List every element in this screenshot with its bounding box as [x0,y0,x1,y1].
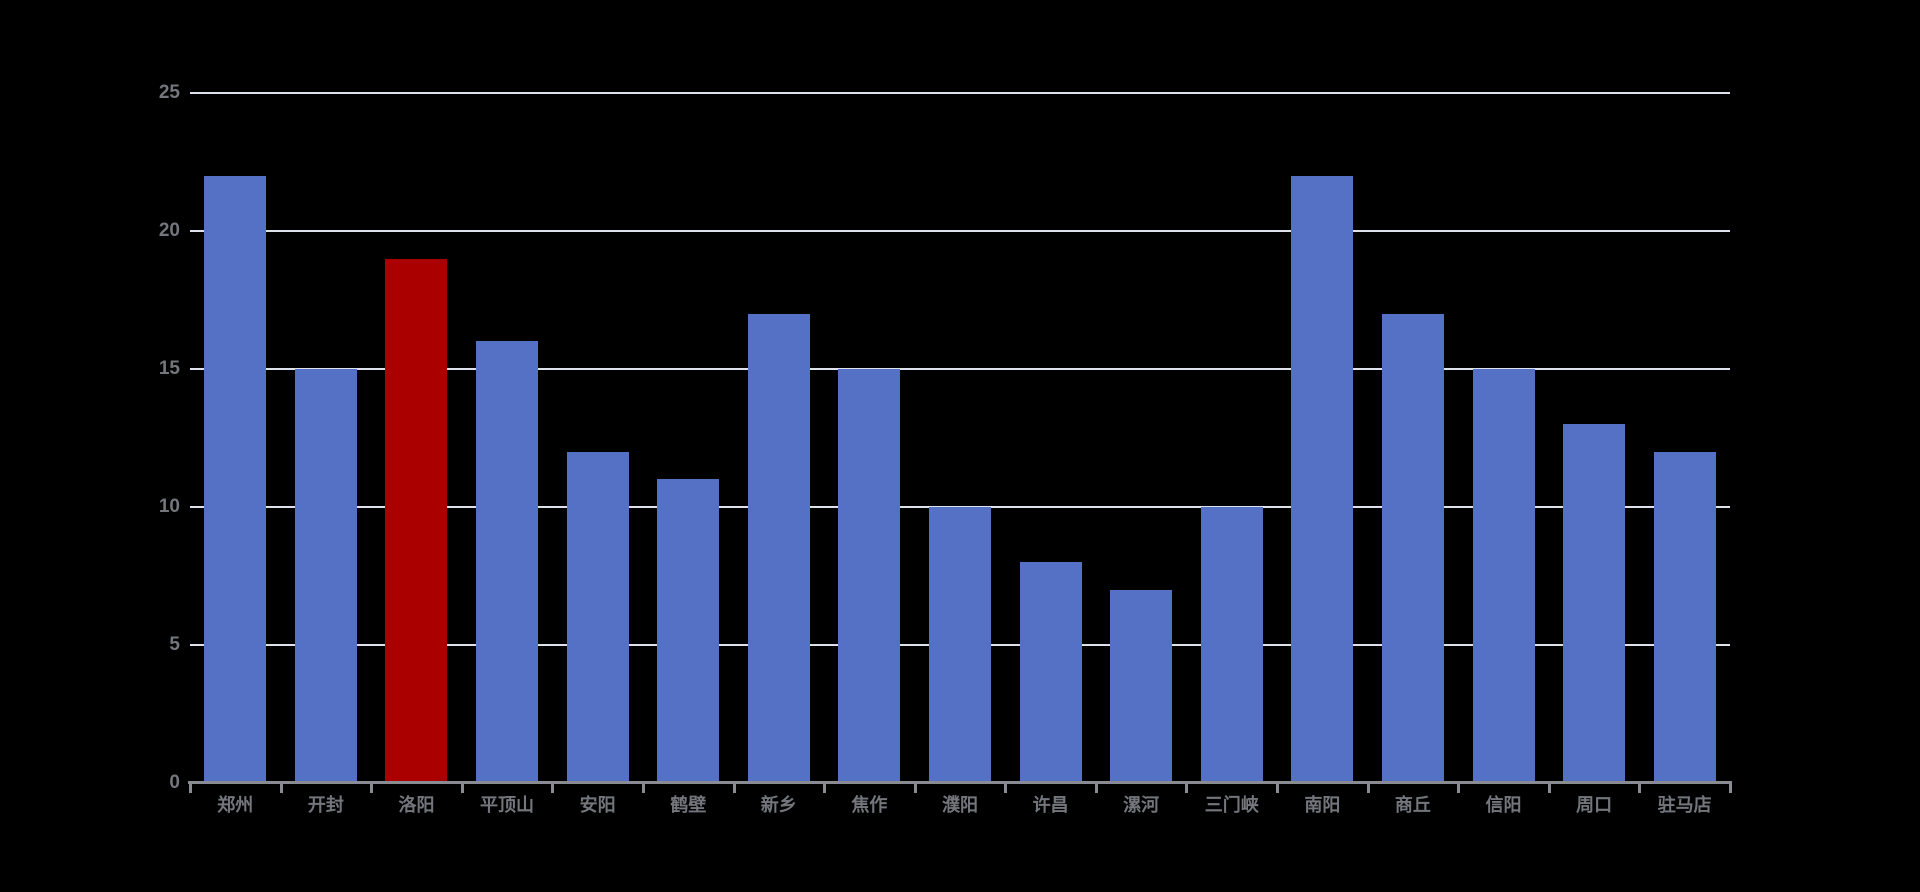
y-axis-label: 10 [158,496,180,517]
x-axis-tick [1185,784,1189,793]
bar [657,479,720,783]
x-axis-label: 新乡 [760,795,797,815]
x-axis-tick [460,784,464,793]
x-axis-tick [1729,784,1732,793]
x-axis-tick [1094,784,1098,793]
x-axis-label: 信阳 [1485,795,1522,815]
bar [294,369,357,783]
x-axis-tick [370,784,374,793]
bar [838,369,901,783]
x-axis-label: 三门峡 [1204,795,1259,815]
x-axis-label: 开封 [307,795,344,815]
x-axis-tick [1004,784,1008,793]
bar [204,175,267,783]
x-axis-tick [1366,784,1370,793]
x-axis-label: 南阳 [1304,795,1341,815]
x-axis-tick [913,784,917,793]
bar-highlighted [385,258,448,783]
x-axis-tick [189,784,192,793]
x-axis-tick [641,784,645,793]
bar [929,507,991,783]
x-axis-tick [1638,784,1642,793]
bar [1291,175,1354,783]
x-axis-label: 驻马店 [1657,795,1712,815]
x-axis-tick [551,784,555,793]
bar [1472,369,1535,783]
gridline-15 [190,368,1730,370]
x-axis-label: 鹤壁 [670,795,707,815]
bar [1653,451,1716,783]
bar [476,341,539,783]
y-axis-label: 0 [169,772,180,793]
x-axis-label: 平顶山 [480,795,535,815]
x-axis-label: 洛阳 [398,795,435,815]
y-axis-label: 5 [169,634,180,655]
bar [1563,424,1626,783]
x-axis-label: 周口 [1576,795,1613,815]
y-axis-label: 15 [158,358,180,379]
bar [1200,507,1263,783]
x-axis-label: 商丘 [1394,795,1431,815]
bar [1019,562,1082,783]
x-axis-label: 漯河 [1123,795,1160,815]
gridline-25 [190,92,1730,94]
y-axis-label: 25 [158,82,180,103]
x-axis-label: 安阳 [579,795,616,815]
x-axis-tick [823,784,827,793]
x-axis-line [188,781,1732,784]
x-axis-label: 许昌 [1032,795,1069,815]
bar [1381,313,1444,783]
x-axis-label: 郑州 [217,795,254,815]
x-axis-label: 濮阳 [941,795,978,815]
gridline-20 [190,230,1730,232]
x-axis-tick [279,784,283,793]
bar [566,451,629,783]
x-axis-tick [1276,784,1280,793]
x-axis-tick [1547,784,1551,793]
y-axis-label: 20 [158,220,180,241]
x-axis-tick [732,784,736,793]
bar [1110,589,1173,783]
x-axis-tick [1457,784,1461,793]
x-axis-label: 焦作 [851,795,888,815]
bar [747,313,810,783]
